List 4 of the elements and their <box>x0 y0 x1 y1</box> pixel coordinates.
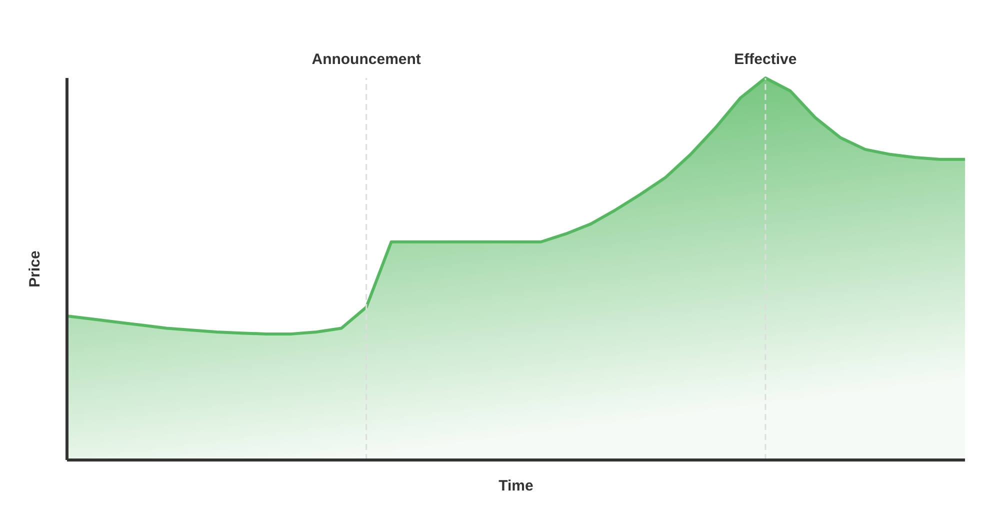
text: Announcement <box>312 51 421 68</box>
x-axis-title: Time <box>498 478 534 495</box>
y-axis-title: Price <box>26 250 44 288</box>
text: Effective <box>734 51 797 68</box>
